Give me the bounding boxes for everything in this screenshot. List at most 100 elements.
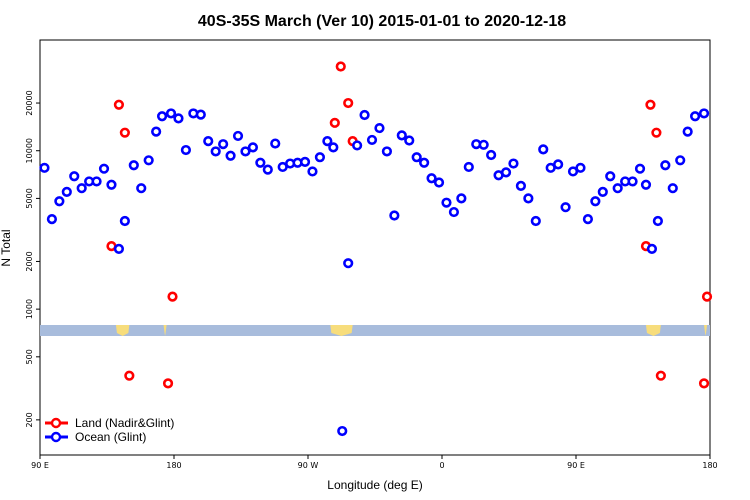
legend-label-ocean: Ocean (Glint) bbox=[75, 430, 146, 444]
land-point bbox=[167, 291, 178, 302]
ocean-point bbox=[151, 126, 162, 137]
ocean-point bbox=[307, 166, 318, 177]
ocean-point bbox=[337, 425, 348, 437]
ocean-point bbox=[173, 113, 184, 124]
y-tick-label: 1000 bbox=[25, 299, 34, 319]
ocean-point bbox=[247, 142, 259, 153]
map-land-patch bbox=[645, 325, 661, 336]
ocean-point bbox=[530, 215, 541, 227]
legend-marker-ocean bbox=[50, 431, 62, 443]
x-tick-label: 180 bbox=[166, 461, 181, 470]
ocean-point bbox=[359, 109, 370, 121]
land-point bbox=[119, 127, 130, 138]
ocean-point bbox=[113, 243, 125, 255]
y-axis-label: N Total bbox=[0, 229, 13, 266]
ocean-point bbox=[612, 183, 623, 194]
ocean-point bbox=[523, 193, 534, 204]
ocean-point bbox=[218, 139, 229, 150]
ocean-point bbox=[69, 171, 80, 182]
x-axis: 90 E 180 90 W 0 90 E 180 bbox=[31, 455, 718, 470]
ocean-point bbox=[575, 162, 586, 173]
ocean-point bbox=[690, 111, 701, 122]
ocean-point bbox=[478, 139, 489, 150]
ocean-point bbox=[232, 130, 244, 142]
ocean-point bbox=[180, 144, 192, 156]
x-tick-label: 90 E bbox=[567, 461, 585, 470]
ocean-point bbox=[262, 164, 273, 175]
ocean-point bbox=[119, 215, 130, 227]
ocean-point bbox=[515, 180, 527, 191]
map-land-patch bbox=[330, 325, 353, 336]
ocean-point bbox=[553, 159, 564, 170]
y-tick-label: 500 bbox=[25, 349, 34, 364]
ocean-point bbox=[646, 243, 658, 255]
ocean-point bbox=[314, 152, 326, 163]
ocean-point bbox=[106, 179, 117, 190]
land-point bbox=[645, 99, 656, 110]
ocean-point bbox=[500, 167, 512, 178]
legend-marker-land bbox=[50, 417, 62, 429]
ocean-point bbox=[567, 166, 579, 177]
ocean-point bbox=[39, 162, 50, 173]
map-land-patch bbox=[163, 325, 167, 336]
y-tick-label: 20000 bbox=[25, 90, 34, 115]
map-land-patch bbox=[115, 325, 130, 336]
ocean-point bbox=[426, 173, 437, 184]
ocean-point bbox=[165, 108, 177, 119]
ocean-point bbox=[433, 177, 445, 188]
ocean-point bbox=[448, 206, 460, 218]
ocean-point bbox=[597, 186, 608, 197]
y-tick-label: 2000 bbox=[25, 251, 34, 271]
legend-label-land: Land (Nadir&Glint) bbox=[75, 416, 174, 430]
map-land-patch bbox=[704, 325, 708, 336]
map-strip bbox=[40, 325, 710, 336]
land-point bbox=[698, 378, 710, 389]
ocean-point bbox=[255, 157, 266, 168]
chart-title: 40S-35S March (Ver 10) 2015-01-01 to 202… bbox=[198, 13, 566, 30]
ocean-point bbox=[322, 136, 333, 147]
land-point bbox=[162, 378, 174, 389]
ocean-point bbox=[508, 158, 519, 169]
land-point bbox=[651, 127, 662, 138]
ocean-point bbox=[91, 176, 102, 187]
land-point bbox=[113, 99, 125, 110]
ocean-point bbox=[652, 215, 663, 227]
ocean-point bbox=[682, 126, 693, 137]
land-series bbox=[106, 61, 713, 389]
ocean-point bbox=[203, 136, 214, 147]
ocean-point bbox=[156, 111, 168, 122]
legend: Land (Nadir&Glint) Ocean (Glint) bbox=[45, 416, 174, 444]
land-point bbox=[335, 61, 346, 72]
ocean-point bbox=[98, 163, 110, 174]
x-tick-label: 0 bbox=[439, 461, 444, 470]
ocean-point bbox=[667, 183, 678, 194]
y-tick-label: 10000 bbox=[25, 138, 34, 163]
ocean-point bbox=[61, 186, 72, 197]
ocean-point bbox=[54, 196, 65, 207]
ocean-point bbox=[46, 214, 58, 225]
ocean-point bbox=[136, 183, 147, 194]
ocean-point bbox=[605, 171, 616, 182]
ocean-point bbox=[456, 193, 467, 204]
ocean-point bbox=[675, 155, 686, 166]
plot-frame bbox=[39, 39, 711, 456]
ocean-point bbox=[396, 130, 407, 141]
x-axis-label: Longitude (deg E) bbox=[327, 478, 422, 492]
ocean-point bbox=[486, 149, 497, 161]
ocean-point bbox=[128, 160, 139, 171]
ocean-point bbox=[299, 156, 311, 168]
ocean-point bbox=[374, 122, 385, 134]
y-tick-label: 200 bbox=[25, 412, 34, 427]
ocean-point bbox=[389, 210, 400, 221]
ocean-series bbox=[39, 108, 710, 437]
land-point bbox=[701, 291, 713, 302]
ocean-point bbox=[560, 202, 571, 213]
ocean-point bbox=[343, 258, 354, 269]
ocean-point bbox=[240, 146, 251, 157]
ocean-point bbox=[328, 142, 339, 153]
land-point bbox=[124, 370, 135, 381]
ocean-point bbox=[582, 214, 594, 225]
ocean-point bbox=[381, 146, 393, 157]
ocean-point bbox=[463, 161, 474, 173]
